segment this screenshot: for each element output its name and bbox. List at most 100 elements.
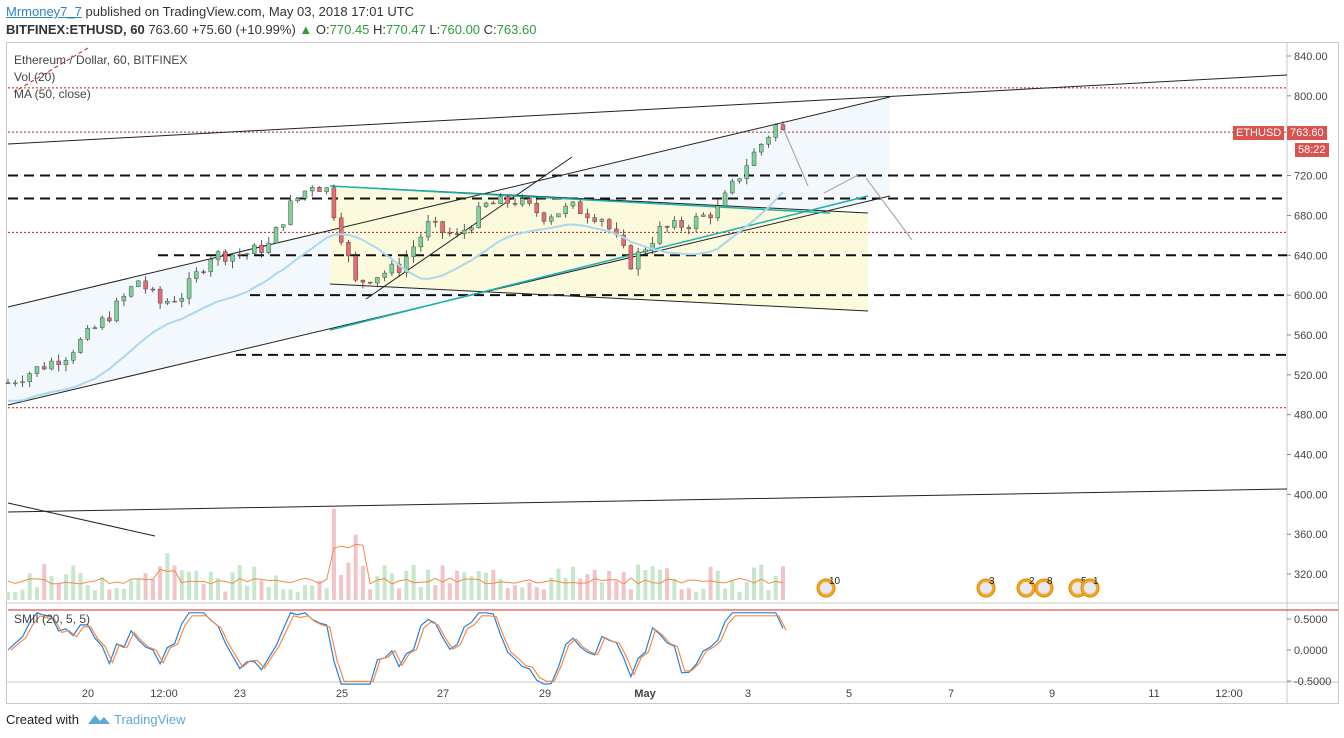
candle-body	[679, 220, 684, 228]
volume-bar	[114, 587, 119, 600]
candle	[744, 158, 749, 185]
candle	[360, 279, 366, 289]
candle-body	[172, 300, 177, 303]
candle	[585, 208, 590, 224]
candle-body	[259, 244, 264, 253]
candle-body	[13, 382, 18, 385]
candle	[266, 236, 271, 255]
volume-bar	[100, 577, 105, 600]
volume-bar	[433, 585, 438, 600]
candle-body	[85, 327, 90, 340]
candle	[281, 224, 286, 232]
y-tick-label: 800.00	[1294, 91, 1328, 103]
candle-body	[114, 300, 119, 322]
volume-bar	[563, 577, 568, 600]
us-flag-icon	[1038, 582, 1050, 594]
candle	[92, 325, 98, 330]
event-count: 3	[989, 576, 995, 587]
candle	[686, 224, 692, 235]
candle-body	[215, 251, 221, 260]
volume-bar	[165, 553, 170, 600]
volume-bar	[447, 583, 452, 600]
volume-bar	[715, 570, 720, 600]
candle	[186, 272, 192, 305]
candle-body	[606, 219, 612, 230]
candle	[563, 202, 568, 218]
volume-bar	[346, 562, 351, 600]
trend-line-1	[7, 96, 891, 308]
candle-body	[759, 143, 764, 153]
candle	[527, 197, 532, 206]
volume-ma-line	[7, 543, 784, 585]
volume-bar	[92, 590, 97, 600]
tradingview-link[interactable]: TradingView	[114, 712, 186, 727]
volume-bar	[259, 580, 264, 600]
candle-body	[143, 280, 148, 290]
candle-body	[302, 190, 308, 199]
candle	[541, 211, 547, 225]
author-link[interactable]: Mrmoney7_7	[6, 4, 82, 19]
candle-body	[744, 165, 749, 179]
volume-bar	[78, 572, 83, 600]
y-tick-label: 480.00	[1294, 410, 1328, 422]
y-tick-label: 840.00	[1294, 51, 1328, 63]
candle-body	[469, 227, 474, 231]
tradingview-logo-icon[interactable]	[83, 712, 114, 727]
candle	[483, 201, 489, 208]
candle	[520, 194, 525, 207]
volume-bar	[556, 568, 561, 600]
volume-bar	[56, 583, 61, 600]
high-value: 770.47	[386, 22, 426, 37]
candle-body	[404, 256, 409, 273]
last-price: 763.60	[148, 22, 189, 37]
candle-body	[418, 236, 424, 248]
candle-body	[541, 212, 547, 222]
candle	[476, 201, 481, 229]
candle	[128, 285, 134, 298]
volume-bar	[665, 568, 670, 600]
candle-body	[693, 216, 699, 229]
legend-volume: Vol (20)	[14, 70, 56, 84]
candle	[208, 256, 214, 277]
candle	[635, 247, 641, 276]
candle-body	[317, 187, 322, 192]
volume-bar	[368, 589, 373, 600]
footer: Created with TradingView	[6, 712, 186, 727]
candle	[643, 247, 648, 255]
candle-body	[273, 227, 279, 244]
volume-bar	[20, 589, 25, 600]
volume-bar	[628, 589, 633, 600]
candle	[56, 354, 61, 372]
low-label: L:	[429, 22, 441, 37]
candle	[418, 233, 424, 252]
candle-body	[186, 278, 192, 299]
volume-bar	[187, 571, 192, 600]
candle	[85, 325, 90, 341]
candle-body	[512, 203, 518, 205]
candle	[367, 281, 373, 285]
candle	[505, 195, 510, 208]
volume-bar	[592, 569, 597, 600]
candle-body	[505, 196, 510, 204]
event-marker-5: 1	[1080, 576, 1100, 598]
candle-body	[701, 214, 706, 217]
candle-body	[27, 373, 32, 382]
smii-line	[7, 612, 784, 685]
event-marker-0: 10	[816, 576, 841, 598]
candle	[63, 357, 69, 372]
candle	[657, 221, 663, 246]
candle	[252, 243, 257, 254]
volume-bar	[549, 577, 554, 600]
candle	[491, 200, 496, 205]
event-count: 8	[1047, 576, 1053, 587]
up-arrow-icon: ▲	[299, 22, 313, 37]
volume-bar	[302, 585, 307, 600]
candle	[433, 216, 438, 228]
candle-body	[447, 231, 453, 234]
volume-bar	[353, 534, 358, 600]
candle-body	[382, 272, 387, 278]
candle	[121, 293, 127, 307]
volume-bar	[513, 585, 518, 600]
volume-bar	[63, 574, 68, 600]
